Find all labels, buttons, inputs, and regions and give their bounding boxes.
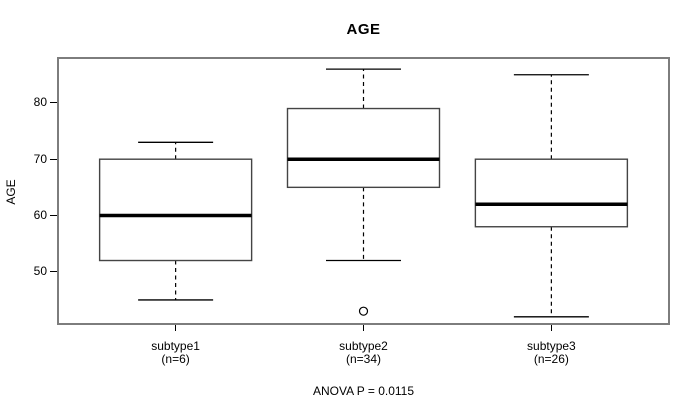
- y-axis-label: AGE: [4, 179, 18, 205]
- iqr-box: [98, 158, 253, 262]
- x-axis-tick-mark: [175, 325, 177, 331]
- anova-p-value-text: ANOVA P = 0.0115: [312, 384, 415, 398]
- plot-area-frame: [57, 57, 670, 325]
- y-axis-tick-label: 70: [33, 151, 47, 166]
- y-axis-tick-label: 80: [33, 95, 47, 110]
- group-axis-label: subtype2 (n=34): [294, 340, 434, 366]
- group-count: (n=34): [345, 352, 382, 366]
- y-axis-tick-label: 50: [33, 264, 47, 279]
- y-axis-tick-mark: [50, 215, 57, 216]
- iqr-box: [474, 158, 629, 228]
- group-count: (n=6): [161, 352, 190, 366]
- group-axis-label: subtype1 (n=6): [106, 340, 246, 366]
- x-axis-tick-mark: [550, 325, 552, 331]
- boxplot-canvas: [98, 68, 629, 318]
- group-axis-label: subtype3 (n=26): [481, 340, 621, 366]
- group-name: subtype1: [151, 339, 200, 353]
- x-axis-tick-mark: [363, 325, 364, 331]
- outlier-point: [358, 306, 369, 316]
- group-name: subtype2: [339, 339, 388, 353]
- iqr-box: [286, 107, 441, 189]
- y-axis-tick-mark: [50, 158, 57, 160]
- y-axis-tick-mark: [50, 102, 57, 104]
- group-name: subtype3: [527, 339, 576, 353]
- y-axis-tick-mark: [50, 271, 57, 273]
- y-axis-tick-label: 60: [33, 208, 47, 222]
- group-count: (n=26): [533, 352, 569, 366]
- chart-title: AGE: [346, 21, 381, 38]
